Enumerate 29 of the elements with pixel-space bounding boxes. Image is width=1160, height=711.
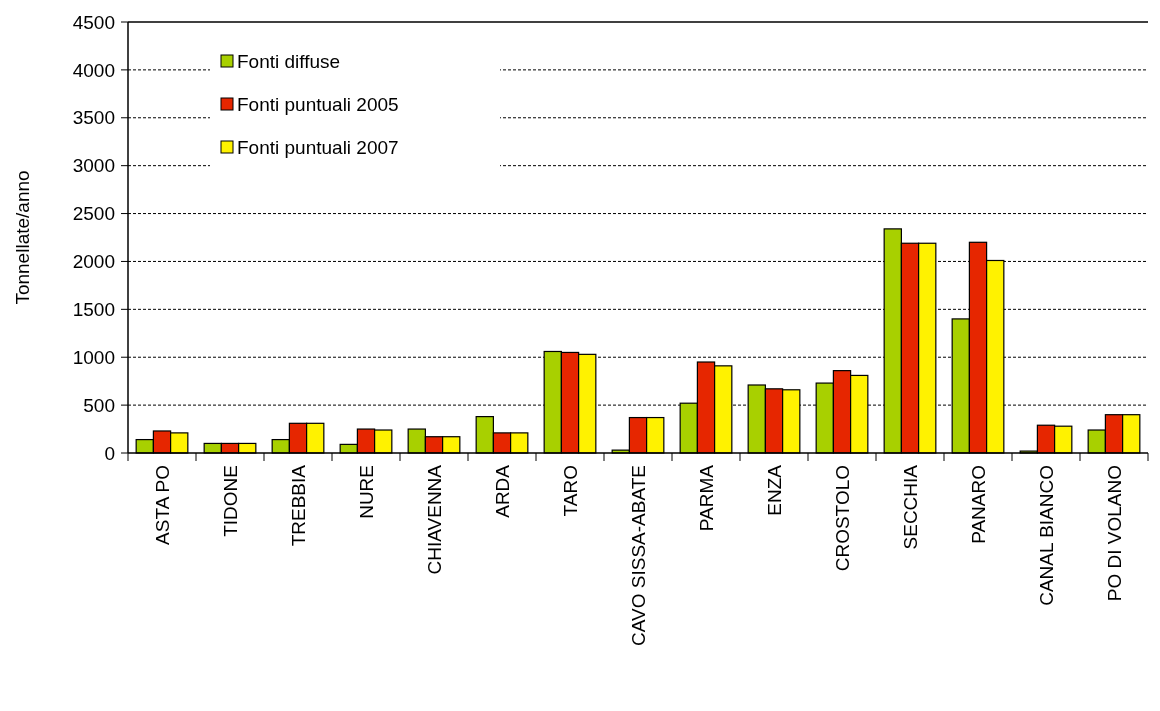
x-tick-label: NURE	[356, 465, 377, 519]
y-tick-label: 2000	[72, 251, 115, 273]
x-tick-label: TARO	[560, 465, 581, 517]
y-tick-label: 0	[104, 442, 115, 464]
x-tick-label: TIDONE	[220, 465, 241, 537]
y-tick-label: 1500	[72, 298, 115, 320]
legend-label: Fonti diffuse	[237, 50, 341, 72]
x-tick-label: ARDA	[492, 464, 513, 518]
y-tick-label: 2500	[72, 203, 115, 225]
y-axis-title: Tonnellate/anno	[12, 170, 33, 305]
x-tick-label: CHIAVENNA	[424, 464, 445, 575]
x-tick-label: SECCHIA	[900, 464, 921, 550]
y-tick-label: 4000	[72, 59, 115, 81]
y-tick-label: 4500	[72, 11, 115, 33]
y-tick-label: 3500	[72, 107, 115, 129]
x-tick-label: CANAL BIANCO	[1036, 465, 1057, 606]
x-tick-label: CAVO SISSA-ABATE	[628, 465, 649, 646]
x-tick-label: TREBBIA	[288, 464, 309, 547]
x-tick-label: PANARO	[968, 465, 989, 544]
y-tick-label: 1000	[72, 346, 115, 368]
legend-label: Fonti puntuali 2005	[237, 93, 399, 115]
legend-label: Fonti puntuali 2007	[237, 136, 399, 158]
y-tick-label: 500	[83, 394, 115, 416]
x-tick-label: ENZA	[764, 464, 785, 516]
x-tick-label: PARMA	[696, 464, 717, 532]
y-tick-label: 3000	[72, 155, 115, 177]
x-tick-label: ASTA PO	[152, 465, 173, 545]
x-tick-label: CROSTOLO	[832, 465, 853, 572]
x-tick-label: PO DI VOLANO	[1104, 465, 1125, 602]
